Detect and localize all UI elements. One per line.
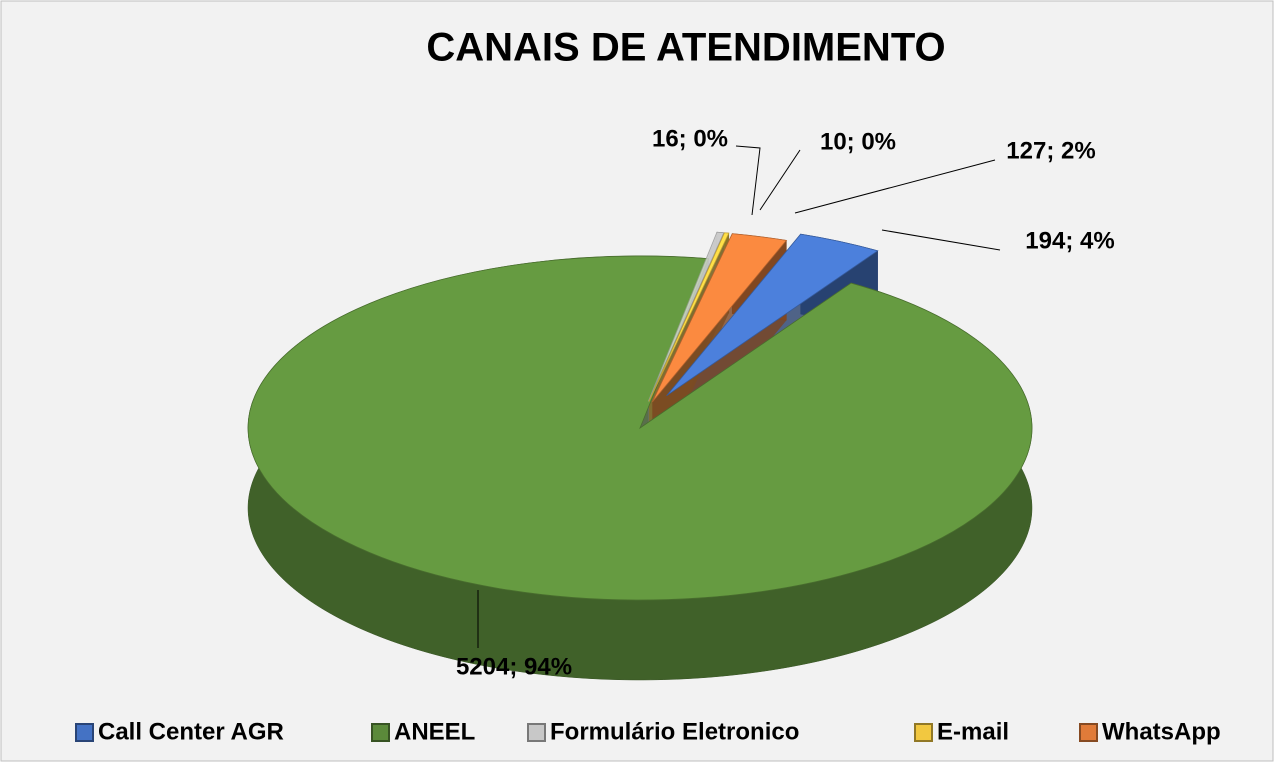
legend-swatch — [914, 723, 933, 742]
legend-swatch — [1079, 723, 1098, 742]
leader-line — [735, 145, 761, 216]
data-label: 10; 0% — [820, 128, 896, 155]
legend-label: ANEEL — [394, 718, 475, 745]
chart-title: CANAIS DE ATENDIMENTO — [426, 26, 945, 70]
leader-line — [794, 159, 996, 214]
pie-slice — [651, 233, 788, 403]
data-label: 5204; 94% — [456, 653, 572, 680]
legend-label: Formulário Eletronico — [550, 718, 799, 745]
pie-slice — [648, 232, 730, 402]
legend-label: WhatsApp — [1102, 718, 1221, 745]
data-label: 194; 4% — [1025, 227, 1114, 254]
legend-swatch — [75, 723, 94, 742]
legend-label: E-mail — [937, 718, 1009, 745]
data-label: 16; 0% — [652, 125, 728, 152]
leader-line — [881, 229, 1001, 251]
pie-slice — [647, 231, 725, 402]
legend-swatch — [371, 723, 390, 742]
leader-line — [759, 149, 801, 211]
legend-label: Call Center AGR — [98, 718, 284, 745]
pie-slice — [666, 233, 879, 397]
pie-tops — [247, 231, 1033, 601]
pie-slice — [247, 255, 1033, 601]
legend-swatch — [527, 723, 546, 742]
data-label: 127; 2% — [1006, 137, 1095, 164]
